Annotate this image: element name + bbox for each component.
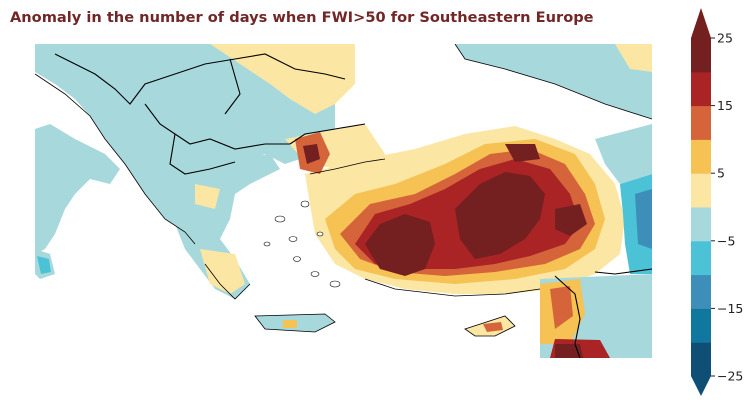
balkan-landmass xyxy=(35,44,335,244)
colorbar-tick-label: 25 xyxy=(717,31,733,46)
colorbar-segments xyxy=(691,38,711,377)
colorbar-segment xyxy=(691,342,711,377)
colorbar-max-extension xyxy=(691,8,711,38)
map-title: Anomaly in the number of days when FWI>5… xyxy=(10,9,594,26)
country-borders xyxy=(54,53,652,358)
colorbar-tick-label: −5 xyxy=(717,233,735,248)
sicily-cyan xyxy=(37,256,51,274)
crimea-region xyxy=(455,44,652,119)
thrace-core xyxy=(303,144,320,164)
colorbar-tick-label: 15 xyxy=(717,98,733,113)
colorbar-ticks: 25 15 5 −5 −15 −25 xyxy=(711,31,743,384)
crete-warm xyxy=(283,320,297,328)
east-turkey-light xyxy=(595,124,652,184)
east-turkey-blue xyxy=(635,189,652,249)
colorbar-segment xyxy=(691,139,711,174)
coastlines xyxy=(35,44,652,337)
colorbar-segment xyxy=(691,173,711,208)
aegean-islands xyxy=(263,200,341,288)
colorbar: 25 15 5 −5 −15 −25 xyxy=(691,8,743,396)
anatolia-core-east xyxy=(555,204,587,236)
romania-region xyxy=(210,44,355,114)
colorbar-segment xyxy=(691,105,711,140)
colorbar-segment xyxy=(691,274,711,309)
colorbar-tick-label: −25 xyxy=(717,369,743,384)
anatolia-core-central xyxy=(455,172,545,259)
greece-warm xyxy=(195,184,220,209)
colorbar-segment xyxy=(691,71,711,107)
colorbar-segment xyxy=(691,240,711,276)
colorbar-segment xyxy=(691,308,711,343)
peloponnese xyxy=(200,249,245,294)
colorbar-tick-label: −15 xyxy=(717,301,743,316)
cyprus-red xyxy=(483,322,503,332)
colorbar-segment xyxy=(691,38,711,73)
anomaly-map xyxy=(35,44,652,358)
anatolia-core-north xyxy=(505,144,540,162)
colorbar-segment xyxy=(691,207,711,242)
colorbar-tick-label: 5 xyxy=(717,166,725,181)
anatolia-core-west xyxy=(365,214,435,276)
colorbar-min-extension xyxy=(691,376,711,396)
italy-heel xyxy=(35,124,120,254)
levant-red xyxy=(550,286,573,329)
crimea-warm xyxy=(615,44,652,72)
